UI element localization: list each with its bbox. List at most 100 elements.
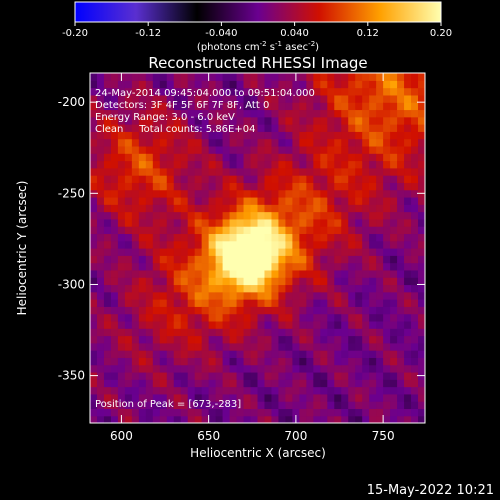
heatmap-cell <box>397 401 405 410</box>
heatmap-cell <box>383 87 391 96</box>
heatmap-cell <box>418 175 425 183</box>
heatmap-cell <box>348 291 356 300</box>
heatmap-cell <box>320 379 328 388</box>
heatmap-cell <box>306 153 314 162</box>
heatmap-cell <box>215 233 224 242</box>
heatmap-cell <box>264 211 273 220</box>
heatmap-cell <box>397 291 405 300</box>
heatmap-cell <box>390 255 398 264</box>
heatmap-cell <box>348 262 356 271</box>
heatmap-cell <box>397 364 405 373</box>
heatmap-cell <box>229 350 238 358</box>
heatmap-cell <box>187 116 196 125</box>
heatmap-cell <box>383 233 391 242</box>
heatmap-cell <box>166 94 175 103</box>
heatmap-cell <box>390 80 398 89</box>
heatmap-cell <box>404 328 412 337</box>
heatmap-cell <box>362 196 370 205</box>
heatmap-cell <box>250 153 259 162</box>
heatmap-cell <box>215 284 224 293</box>
heatmap-cell <box>173 386 182 395</box>
heatmap-cell <box>376 160 384 169</box>
heatmap-cell <box>285 240 293 249</box>
heatmap-cell <box>187 401 196 410</box>
heatmap-cell <box>264 73 273 81</box>
heatmap-cell <box>306 306 314 315</box>
heatmap-cell <box>110 153 119 162</box>
heatmap-cell <box>327 328 335 337</box>
heatmap-cell <box>250 277 259 286</box>
heatmap-cell <box>257 269 266 278</box>
heatmap-cell <box>103 182 112 191</box>
heatmap-cell <box>369 145 377 154</box>
heatmap-cell <box>215 175 224 183</box>
heatmap-cell <box>390 102 398 111</box>
heatmap-cell <box>124 357 133 366</box>
heatmap-cell <box>194 182 203 191</box>
heatmap-cell <box>152 196 161 205</box>
heatmap-cell <box>110 401 119 410</box>
heatmap-cell <box>201 386 210 395</box>
heatmap-cell <box>124 328 133 337</box>
heatmap-cell <box>159 124 168 132</box>
heatmap-cell <box>124 262 133 271</box>
heatmap-cell <box>306 320 314 329</box>
heatmap-cell <box>369 124 377 132</box>
heatmap-cell <box>110 357 119 366</box>
heatmap-cell <box>383 160 391 169</box>
heatmap-cell <box>96 371 105 380</box>
heatmap-cell <box>383 408 391 417</box>
heatmap-cell <box>271 175 280 183</box>
heatmap-cell <box>124 182 133 191</box>
heatmap-cell <box>222 218 231 227</box>
heatmap-cell <box>327 218 335 227</box>
heatmap-cell <box>208 109 217 118</box>
heatmap-cell <box>180 255 189 264</box>
heatmap-cell <box>327 240 335 249</box>
heatmap-cell <box>341 342 349 351</box>
heatmap-cell <box>124 80 133 89</box>
heatmap-cell <box>376 335 384 344</box>
heatmap-cell <box>362 189 370 198</box>
heatmap-cell <box>145 408 154 417</box>
heatmap-cell <box>376 386 384 395</box>
heatmap-cell <box>96 73 105 81</box>
heatmap-cell <box>369 306 377 315</box>
heatmap-cell <box>355 226 363 235</box>
heatmap-cell <box>278 153 287 162</box>
heatmap-cell <box>166 284 175 293</box>
heatmap-cell <box>236 284 245 293</box>
heatmap-cell <box>355 167 363 176</box>
heatmap-cell <box>390 182 398 191</box>
heatmap-cell <box>201 204 210 213</box>
heatmap-cell <box>327 335 335 344</box>
heatmap-cell <box>278 248 287 256</box>
heatmap-cell <box>285 233 293 242</box>
heatmap-cell <box>397 175 405 183</box>
heatmap-cell <box>285 342 293 351</box>
heatmap-cell <box>131 189 140 198</box>
heatmap-cell <box>180 73 189 81</box>
heatmap-cell <box>404 306 412 315</box>
heatmap-cell <box>96 299 105 307</box>
heatmap-cell <box>369 299 377 307</box>
heatmap-cell <box>327 415 335 423</box>
heatmap-cell <box>194 248 203 256</box>
heatmap-cell <box>327 175 335 183</box>
heatmap-cell <box>110 328 119 337</box>
heatmap-cell <box>187 175 196 183</box>
heatmap-cell <box>278 277 287 286</box>
heatmap-cell <box>348 364 356 373</box>
heatmap-cell <box>397 116 405 125</box>
heatmap-cell <box>383 299 391 307</box>
heatmap-cell <box>362 145 370 154</box>
heatmap-cell <box>376 175 384 183</box>
heatmap-cell <box>166 262 175 271</box>
heatmap-cell <box>376 233 384 242</box>
heatmap-cell <box>341 415 349 423</box>
y-tick-label: -350 <box>58 369 85 383</box>
heatmap-cell <box>215 386 224 395</box>
heatmap-cell <box>229 240 238 249</box>
heatmap-cell <box>201 196 210 205</box>
heatmap-cell <box>138 415 147 423</box>
